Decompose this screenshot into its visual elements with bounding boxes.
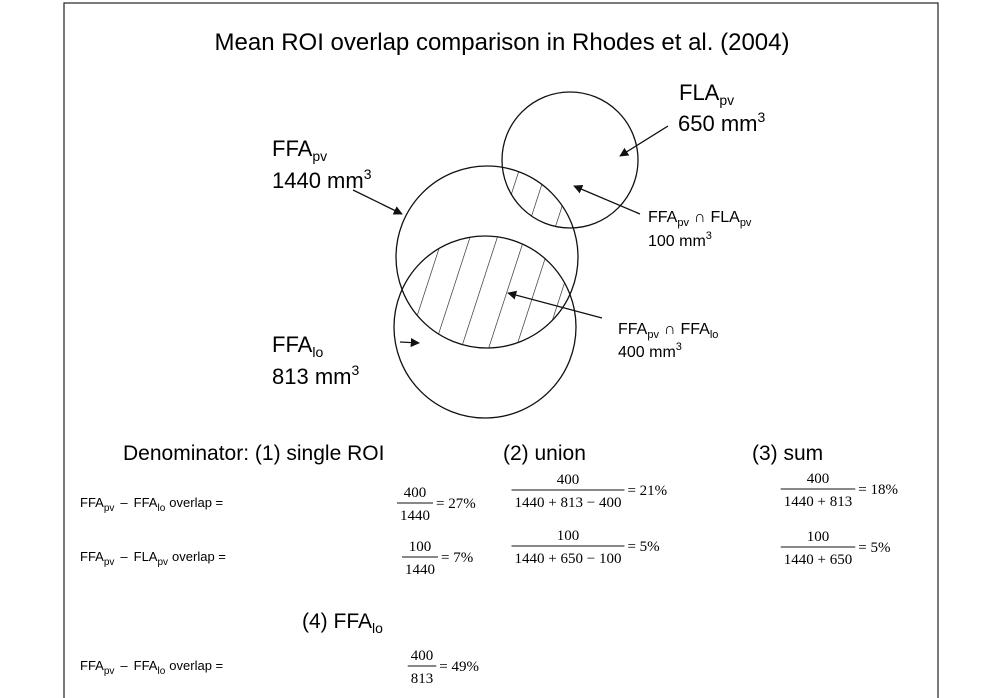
label-part: overlap = [172,549,226,564]
label-sub: pv [104,666,115,677]
heading: (2) union [503,442,586,465]
arrow [619,125,669,157]
heading: (3) sum [752,442,823,465]
label-sub: lo [157,503,165,514]
formula: 100 1440 + 650 − 100 = 5% [511,528,660,567]
label-part: – [120,658,128,673]
formula-label: FFApv – FLApv overlap = [80,549,226,568]
denominator: 1440 + 813 [784,494,852,510]
result: = 18% [858,482,898,498]
result: = 5% [627,539,659,555]
region-volume: 1440 mm3 [272,166,372,193]
numerator: 400 [411,648,434,664]
intersection-volume: 100 mm3 [648,230,712,250]
numerator: 100 [557,528,580,544]
label-part: overlap = [169,658,223,673]
label-part: – [120,495,128,510]
numerator: 400 [404,485,427,501]
label-sub: pv [157,557,168,568]
numerator: 400 [557,472,580,488]
formula: 400 1440 + 813 = 18% [780,471,898,510]
numerator: 400 [807,471,830,487]
intersection-label: FFApv ∩ FLApv [648,209,752,229]
result: = 5% [858,540,890,556]
result: = 49% [439,659,479,675]
result: = 21% [627,483,667,499]
frame [63,2,939,698]
heading: Denominator: (1) single ROI [123,442,384,465]
arrow [507,290,603,319]
arrow [352,189,403,215]
label-part: FFA [80,549,104,564]
label-part: FFA [80,495,104,510]
heading: (4) FFAlo [302,610,383,636]
denominator: 1440 + 813 − 400 [515,495,622,511]
formula: 400 1440 + 813 − 400 = 21% [511,472,667,511]
label-part: FFA [134,658,158,673]
formula-label: FFApv – FFAlo overlap = [80,495,223,514]
label-part: FFA [134,495,158,510]
region-label: FLApv [679,80,734,108]
region-label: FFAlo [272,332,323,360]
circle-fla-pv [501,91,639,229]
denominator: 1440 [400,508,430,524]
denominator: 813 [411,671,434,687]
denominator: 1440 [405,562,435,578]
numerator: 100 [807,529,830,545]
label-part: FFA [80,658,104,673]
region-volume: 650 mm3 [678,109,765,136]
label-part: overlap = [169,495,223,510]
result: = 27% [436,496,476,512]
numerator: 100 [409,539,432,555]
denominator: 1440 + 650 [784,552,852,568]
intersection-label: FFApv ∩ FFAlo [618,321,718,341]
region-label: FFApv [272,136,327,164]
circle-ffa-pv [395,165,579,349]
denominator: 1440 + 650 − 100 [515,551,622,567]
circle-ffa-lo [393,235,577,419]
label-sub: pv [104,503,115,514]
result: = 7% [441,550,473,566]
label-part: FLA [134,549,158,564]
label-part: – [120,549,128,564]
label-sub: pv [104,557,115,568]
title: Mean ROI overlap comparison in Rhodes et… [215,29,790,56]
arrow [573,185,641,215]
label-sub: lo [157,666,165,677]
arrow [399,338,420,348]
intersection-volume: 400 mm3 [618,341,682,361]
hatch-pv-lo [396,236,576,348]
region-volume: 813 mm3 [272,362,359,389]
formula: 100 1440 + 650 = 5% [780,529,890,568]
formula-label: FFApv – FFAlo overlap = [80,658,223,677]
